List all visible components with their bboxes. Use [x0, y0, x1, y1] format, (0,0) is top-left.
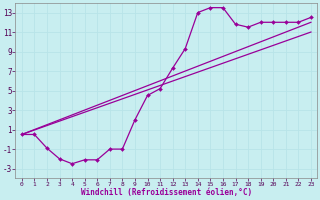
X-axis label: Windchill (Refroidissement éolien,°C): Windchill (Refroidissement éolien,°C) — [81, 188, 252, 197]
